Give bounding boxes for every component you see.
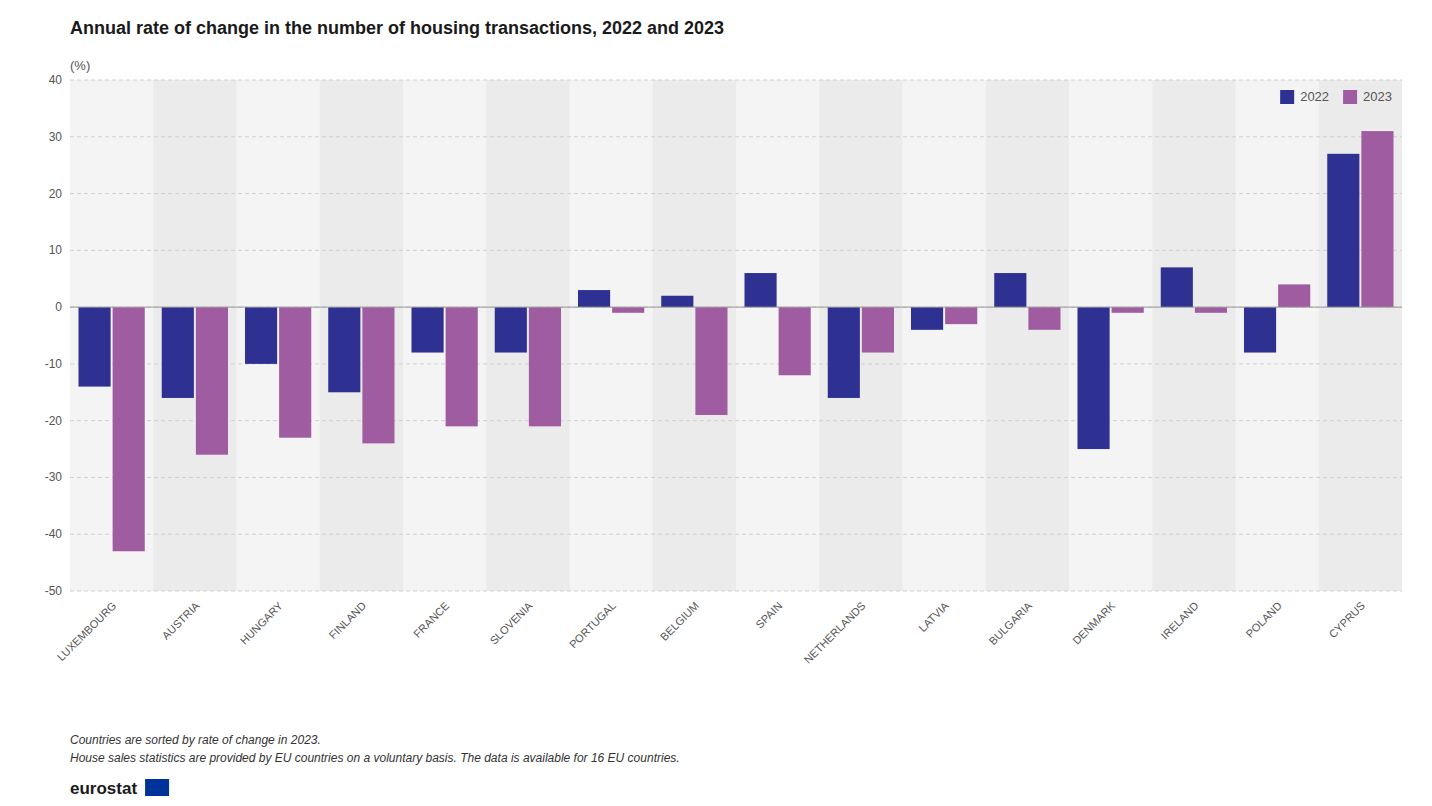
bar [945,307,977,324]
bar [78,307,110,386]
bar [1028,307,1060,330]
y-tick-label: -40 [45,527,63,541]
bar [911,307,943,330]
column-band [1152,80,1235,591]
bar [446,307,478,426]
x-tick-label: POLAND [1244,599,1285,640]
bar [162,307,194,398]
logo-text: eurostat [70,779,137,798]
grid [70,80,1402,591]
legend-label: 2022 [1300,89,1329,104]
x-tick-label: AUSTRIA [160,599,203,642]
title: Annual rate of change in the number of h… [70,18,724,38]
x-tick-label: DENMARK [1070,599,1118,647]
y-tick-label: 40 [49,73,63,87]
bar [196,307,228,455]
legend-swatch [1280,90,1294,104]
x-tick-label: CYPRUS [1326,599,1367,640]
bar [1161,267,1193,307]
column-band [486,80,569,591]
x-tick-label: FRANCE [411,599,451,639]
column-band [819,80,902,591]
bar [245,307,277,364]
bar [1278,284,1310,307]
y-axis-label: (%) [70,58,90,73]
bar [1244,307,1276,352]
grid-line [70,136,1402,137]
baseline [70,307,1402,308]
y-tick-label: 10 [49,243,63,257]
x-tick-label: PORTUGAL [567,599,618,650]
logo-flag [145,779,169,796]
bar [828,307,860,398]
grid-line [70,477,1402,478]
y-tick-label: 30 [49,130,63,144]
column-band [153,80,236,591]
x-tick-label: HUNGARY [238,599,286,647]
chart: -50 -40 -30 -20 -10 0 10 20 30 40 LUXEMBOURG AUSTRI… [0,0,1432,806]
bar [411,307,443,352]
x-tick-label: LUXEMBOURG [55,599,119,663]
y-tick-label: 0 [55,300,62,314]
bar [1327,154,1359,307]
bar [113,307,145,551]
grid-line [70,193,1402,194]
y-tick-label: -20 [45,414,63,428]
bar [529,307,561,426]
bar [362,307,394,443]
x-tick-label: BELGIUM [658,599,701,642]
grid-line [70,80,1402,81]
footnote: House sales statistics are provided by E… [70,751,680,765]
bar [1077,307,1109,449]
y-tick-label: 20 [49,187,63,201]
x-tick-label: LATVIA [916,599,951,634]
column-band [653,80,736,591]
bar [578,290,610,307]
x-tick-label: SLOVENIA [487,599,535,647]
x-tick-label: NETHERLANDS [801,599,867,665]
y-tick-label: -10 [45,357,63,371]
grid-line [70,307,1402,308]
plot-background [70,80,1402,591]
column-band [1319,80,1402,591]
bar [1195,307,1227,313]
x-tick-label: BULGARIA [986,599,1034,647]
bar [612,307,644,313]
bar [279,307,311,438]
bar [661,296,693,307]
bar [994,273,1026,307]
legend-swatch [1343,90,1357,104]
x-tick-label: FINLAND [326,599,368,641]
x-tick-label: IRELAND [1159,599,1201,641]
bar [328,307,360,392]
bar [695,307,727,415]
grid-line [70,591,1402,592]
legend: 2023 2022 [1280,89,1392,104]
bar [862,307,894,352]
grid-line [70,534,1402,535]
grid-line [70,250,1402,251]
legend-label: 2023 [1363,89,1392,104]
y-tick-label: -50 [45,584,63,598]
bar [1112,307,1144,313]
bar [779,307,811,375]
x-tick-label: SPAIN [753,599,784,630]
grid-line [70,420,1402,421]
y-tick-label: -30 [45,470,63,484]
bars [78,131,1393,551]
bar [1361,131,1393,307]
bar [495,307,527,352]
column-band [986,80,1069,591]
footnote: Countries are sorted by rate of change i… [70,733,321,747]
column-band [320,80,403,591]
bar [744,273,776,307]
